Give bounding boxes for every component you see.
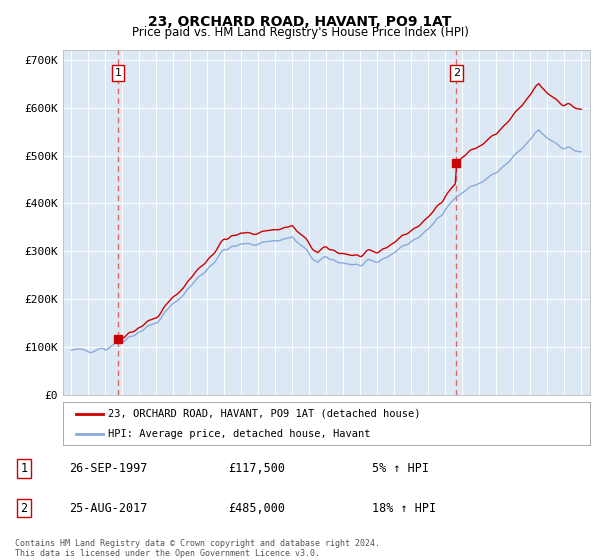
Text: Price paid vs. HM Land Registry's House Price Index (HPI): Price paid vs. HM Land Registry's House … (131, 26, 469, 39)
Text: 23, ORCHARD ROAD, HAVANT, PO9 1AT: 23, ORCHARD ROAD, HAVANT, PO9 1AT (148, 15, 452, 29)
Text: 5% ↑ HPI: 5% ↑ HPI (372, 462, 429, 475)
Text: £117,500: £117,500 (228, 462, 285, 475)
Text: 1: 1 (115, 68, 121, 78)
Text: 26-SEP-1997: 26-SEP-1997 (69, 462, 148, 475)
Text: 1: 1 (20, 462, 28, 475)
Text: 2: 2 (20, 502, 28, 515)
Text: 18% ↑ HPI: 18% ↑ HPI (372, 502, 436, 515)
Text: £485,000: £485,000 (228, 502, 285, 515)
Text: 25-AUG-2017: 25-AUG-2017 (69, 502, 148, 515)
Text: 2: 2 (452, 68, 460, 78)
Text: 23, ORCHARD ROAD, HAVANT, PO9 1AT (detached house): 23, ORCHARD ROAD, HAVANT, PO9 1AT (detac… (108, 409, 420, 419)
Text: HPI: Average price, detached house, Havant: HPI: Average price, detached house, Hava… (108, 428, 370, 438)
Text: Contains HM Land Registry data © Crown copyright and database right 2024.
This d: Contains HM Land Registry data © Crown c… (15, 539, 380, 558)
